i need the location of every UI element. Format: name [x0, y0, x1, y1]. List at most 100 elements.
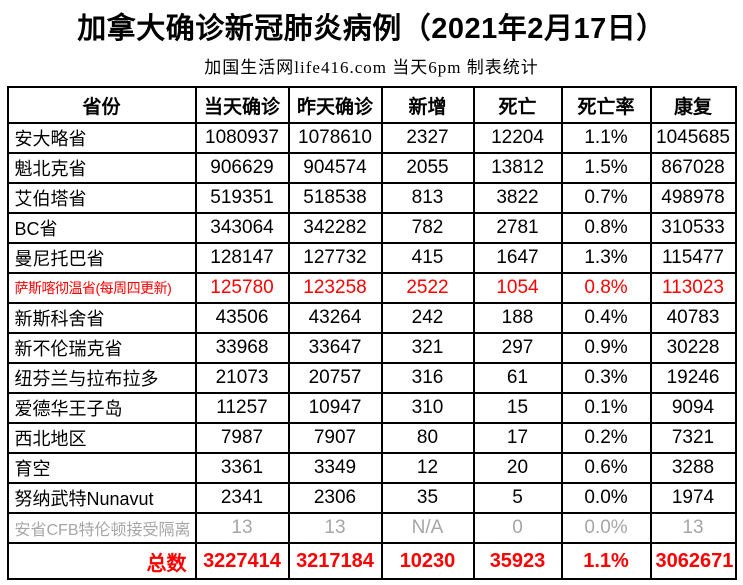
column-header-new-cases: 新增: [380, 86, 475, 124]
value-cell: 2781: [472, 212, 563, 244]
column-header-death-rate: 死亡率: [560, 86, 652, 124]
value-cell: 13: [287, 512, 383, 544]
value-cell: 11257: [194, 392, 290, 424]
table-row: 安省CFB特伦顿接受隔离 13 13 N/A 0 0.0% 13: [6, 512, 737, 544]
table-row: 新不伦瑞克省 33968 33647 321 297 0.9% 30228: [6, 332, 737, 364]
column-header-province: 省份: [6, 86, 197, 124]
value-cell: 9094: [649, 392, 737, 424]
value-cell: 343064: [194, 212, 290, 244]
value-cell: 43264: [287, 302, 383, 334]
value-cell: 813: [380, 182, 475, 214]
province-cell: 努纳武特Nunavut: [6, 482, 197, 514]
value-cell: 1.3%: [560, 242, 652, 274]
value-cell: 0.4%: [560, 302, 652, 334]
value-cell: 13: [194, 512, 290, 544]
column-header-recovered: 康复: [649, 86, 737, 124]
value-cell: 1.5%: [560, 152, 652, 184]
province-cell: BC省: [6, 212, 197, 244]
value-cell: 20757: [287, 362, 383, 394]
value-cell: 43506: [194, 302, 290, 334]
value-cell: 21073: [194, 362, 290, 394]
value-cell: 321: [380, 332, 475, 364]
value-cell: 19246: [649, 362, 737, 394]
value-cell: 415: [380, 242, 475, 274]
value-cell: 2522: [380, 272, 475, 304]
table-row: 魁北克省 906629 904574 2055 13812 1.5% 867028: [6, 152, 737, 184]
value-cell: 867028: [649, 152, 737, 184]
value-cell: 0.0%: [560, 482, 652, 514]
covid-stats-table: 省份 当天确诊 昨天确诊 新增 死亡 死亡率 康复 安大略省 1080937 107…: [6, 86, 737, 580]
value-cell: 0: [472, 512, 563, 544]
province-cell: 育空: [6, 452, 197, 484]
value-cell: 10230: [380, 542, 475, 580]
value-cell: 13: [649, 512, 737, 544]
table-row: 努纳武特Nunavut 2341 2306 35 5 0.0% 1974: [6, 482, 737, 514]
table-row: 安大略省 1080937 1078610 2327 12204 1.1% 1045685: [6, 122, 737, 154]
value-cell: 242: [380, 302, 475, 334]
value-cell: 125780: [194, 272, 290, 304]
value-cell: 1045685: [649, 122, 737, 154]
value-cell: 33647: [287, 332, 383, 364]
value-cell: 904574: [287, 152, 383, 184]
value-cell: 3349: [287, 452, 383, 484]
province-cell: 艾伯塔省: [6, 182, 197, 214]
value-cell: 7321: [649, 422, 737, 454]
table-row: 新斯科舍省 43506 43264 242 188 0.4% 40783: [6, 302, 737, 334]
value-cell: 1.1%: [560, 542, 652, 580]
column-header-yesterday-confirmed: 昨天确诊: [287, 86, 383, 124]
value-cell: 188: [472, 302, 563, 334]
value-cell: 0.1%: [560, 392, 652, 424]
value-cell: 1647: [472, 242, 563, 274]
province-cell: 总数: [6, 542, 197, 580]
value-cell: 12: [380, 452, 475, 484]
value-cell: 342282: [287, 212, 383, 244]
table-row: 纽芬兰与拉布拉多 21073 20757 316 61 0.3% 19246: [6, 362, 737, 394]
table-row: BC省 343064 342282 782 2781 0.8% 310533: [6, 212, 737, 244]
value-cell: 518538: [287, 182, 383, 214]
value-cell: 61: [472, 362, 563, 394]
value-cell: 498978: [649, 182, 737, 214]
value-cell: 316: [380, 362, 475, 394]
table-body: 安大略省 1080937 1078610 2327 12204 1.1% 1045685 魁北…: [6, 122, 737, 580]
value-cell: 15: [472, 392, 563, 424]
table-row: 爱德华王子岛 11257 10947 310 15 0.1% 9094: [6, 392, 737, 424]
page-subtitle: 加国生活网life416.com 当天6pm 制表统计: [204, 58, 539, 77]
value-cell: 5: [472, 482, 563, 514]
value-cell: 310533: [649, 212, 737, 244]
value-cell: 3217184: [287, 542, 383, 580]
value-cell: 7907: [287, 422, 383, 454]
value-cell: 13812: [472, 152, 563, 184]
table-row: 曼尼托巴省 128147 127732 415 1647 1.3% 115477: [6, 242, 737, 274]
value-cell: 0.9%: [560, 332, 652, 364]
table-row: 西北地区 7987 7907 80 17 0.2% 7321: [6, 422, 737, 454]
value-cell: 113023: [649, 272, 737, 304]
value-cell: 35923: [472, 542, 563, 580]
value-cell: 1.1%: [560, 122, 652, 154]
value-cell: 3361: [194, 452, 290, 484]
value-cell: 123258: [287, 272, 383, 304]
page-title: 加拿大确诊新冠肺炎病例（2021年2月17日）: [77, 13, 666, 45]
value-cell: 30228: [649, 332, 737, 364]
value-cell: 3288: [649, 452, 737, 484]
table-row: 育空 3361 3349 12 20 0.6% 3288: [6, 452, 737, 484]
value-cell: 297: [472, 332, 563, 364]
value-cell: 1974: [649, 482, 737, 514]
value-cell: 2055: [380, 152, 475, 184]
value-cell: 2341: [194, 482, 290, 514]
value-cell: 17: [472, 422, 563, 454]
table-row: 艾伯塔省 519351 518538 813 3822 0.7% 498978: [6, 182, 737, 214]
table-row: 萨斯喀彻温省(每周四更新) 125780 123258 2522 1054 0.8% 113…: [6, 272, 737, 304]
value-cell: 519351: [194, 182, 290, 214]
value-cell: 0.8%: [560, 212, 652, 244]
value-cell: 3227414: [194, 542, 290, 580]
column-header-today-confirmed: 当天确诊: [194, 86, 290, 124]
value-cell: 0.2%: [560, 422, 652, 454]
value-cell: 7987: [194, 422, 290, 454]
column-header-deaths: 死亡: [472, 86, 563, 124]
value-cell: 128147: [194, 242, 290, 274]
province-cell: 萨斯喀彻温省(每周四更新): [6, 272, 197, 304]
value-cell: 0.6%: [560, 452, 652, 484]
province-cell: 安大略省: [6, 122, 197, 154]
value-cell: 310: [380, 392, 475, 424]
value-cell: 20: [472, 452, 563, 484]
